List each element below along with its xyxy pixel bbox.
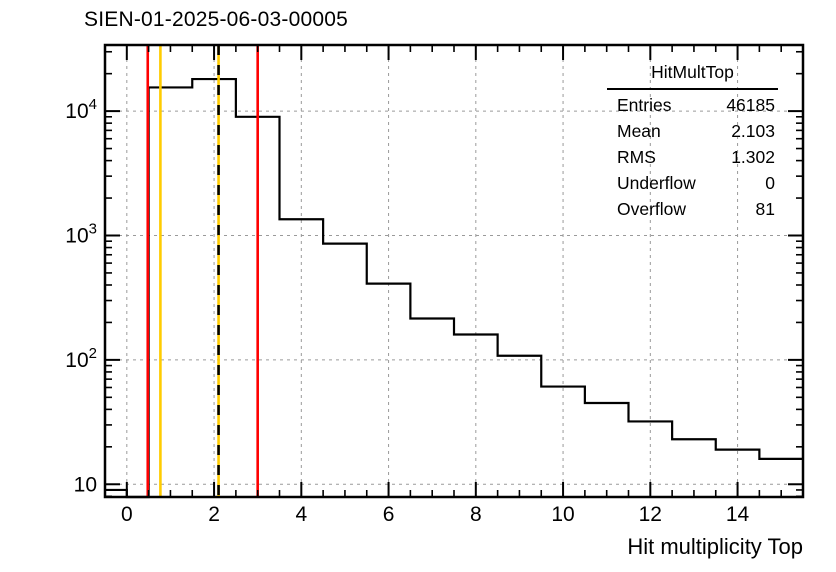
stats-row-label: Entries	[617, 95, 672, 115]
x-tick-label: 12	[639, 503, 662, 526]
stats-row: Overflow 81	[607, 196, 778, 222]
x-tick-label: 2	[208, 503, 220, 526]
x-tick-label: 8	[470, 503, 482, 526]
y-tick-label: 10	[74, 473, 97, 496]
histogram-step-line	[105, 77, 803, 499]
stats-row: RMS 1.302	[607, 144, 778, 170]
x-axis-title: Hit multiplicity Top	[627, 534, 803, 559]
eee-logo: EEE EEE Extreme Energy Events La Scienza…	[545, 0, 835, 48]
stats-row-value: 2.103	[731, 121, 775, 141]
x-tick-label: 4	[295, 503, 307, 526]
stats-row-label: RMS	[617, 147, 656, 167]
stats-row-value: 1.302	[731, 147, 775, 167]
stats-row: Entries 46185	[607, 92, 778, 118]
stats-box-title: HitMultTop	[607, 59, 778, 90]
stats-row-label: Underflow	[617, 173, 696, 193]
stats-row-value: 81	[755, 199, 775, 219]
x-tick-label: 0	[121, 503, 133, 526]
x-tick-label: 10	[551, 503, 574, 526]
y-tick-label: 102	[65, 345, 97, 372]
y-tick-label: 104	[65, 96, 97, 123]
histogram-title: SIEN-01-2025-06-03-00005	[84, 8, 348, 31]
stats-row: Underflow 0	[607, 170, 778, 196]
x-tick-label: 6	[383, 503, 395, 526]
stats-row-value: 0	[765, 173, 775, 193]
stats-row: Mean 2.103	[607, 118, 778, 144]
stats-box: HitMultTop Entries 46185 Mean 2.103 RMS 1.302…	[607, 59, 778, 222]
stats-row-label: Mean	[617, 121, 661, 141]
stats-row-label: Overflow	[617, 199, 687, 219]
stats-row-value: 46185	[726, 95, 775, 115]
stats-box-rows: Entries 46185 Mean 2.103 RMS 1.302 Underflow 0 O…	[607, 90, 778, 222]
x-tick-label: 14	[726, 503, 750, 526]
y-tick-label: 103	[65, 220, 97, 247]
